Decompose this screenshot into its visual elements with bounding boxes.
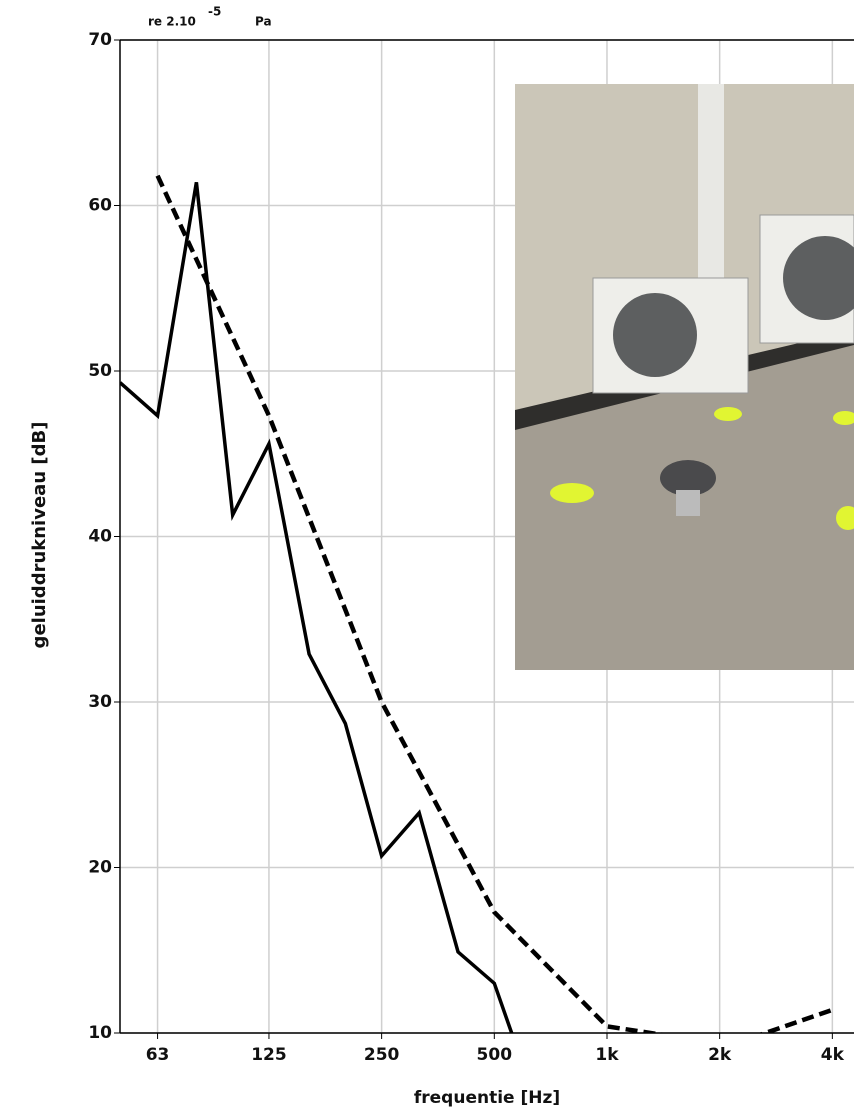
marker	[836, 506, 854, 530]
y-tick-label: 20	[88, 858, 112, 878]
x-tick-label: 500	[477, 1045, 513, 1065]
x-axis-label: frequentie [Hz]	[414, 1088, 560, 1108]
vent-stem	[676, 490, 700, 516]
x-tick-label: 250	[364, 1045, 400, 1065]
annotation-superscript: -5	[208, 5, 221, 19]
x-tick-label: 4k	[821, 1045, 845, 1065]
annotation: re 2.10	[148, 15, 196, 29]
x-tick-label: 63	[146, 1045, 170, 1065]
y-axis-label: geluiddrukniveau [dB]	[29, 422, 50, 649]
annotation-unit: Pa	[255, 15, 272, 29]
y-tick-label: 50	[88, 361, 112, 381]
y-tick-label: 70	[88, 30, 112, 50]
y-tick-label: 40	[88, 527, 112, 547]
fan	[613, 293, 697, 377]
marker	[714, 407, 742, 421]
x-tick-label: 2k	[708, 1045, 732, 1065]
lines	[120, 174, 834, 1033]
x-tick-label: 1k	[595, 1045, 619, 1065]
y-tick-label: 60	[88, 196, 112, 216]
marker	[550, 483, 594, 503]
y-tick-label: 10	[88, 1023, 112, 1043]
marker	[833, 411, 854, 425]
series-line	[155, 174, 834, 1033]
series-line	[120, 182, 514, 1033]
y-tick-label: 30	[88, 692, 112, 712]
vent	[660, 460, 716, 496]
fan	[783, 236, 854, 320]
x-tick-label: 125	[251, 1045, 287, 1065]
inset-photo	[515, 84, 854, 670]
